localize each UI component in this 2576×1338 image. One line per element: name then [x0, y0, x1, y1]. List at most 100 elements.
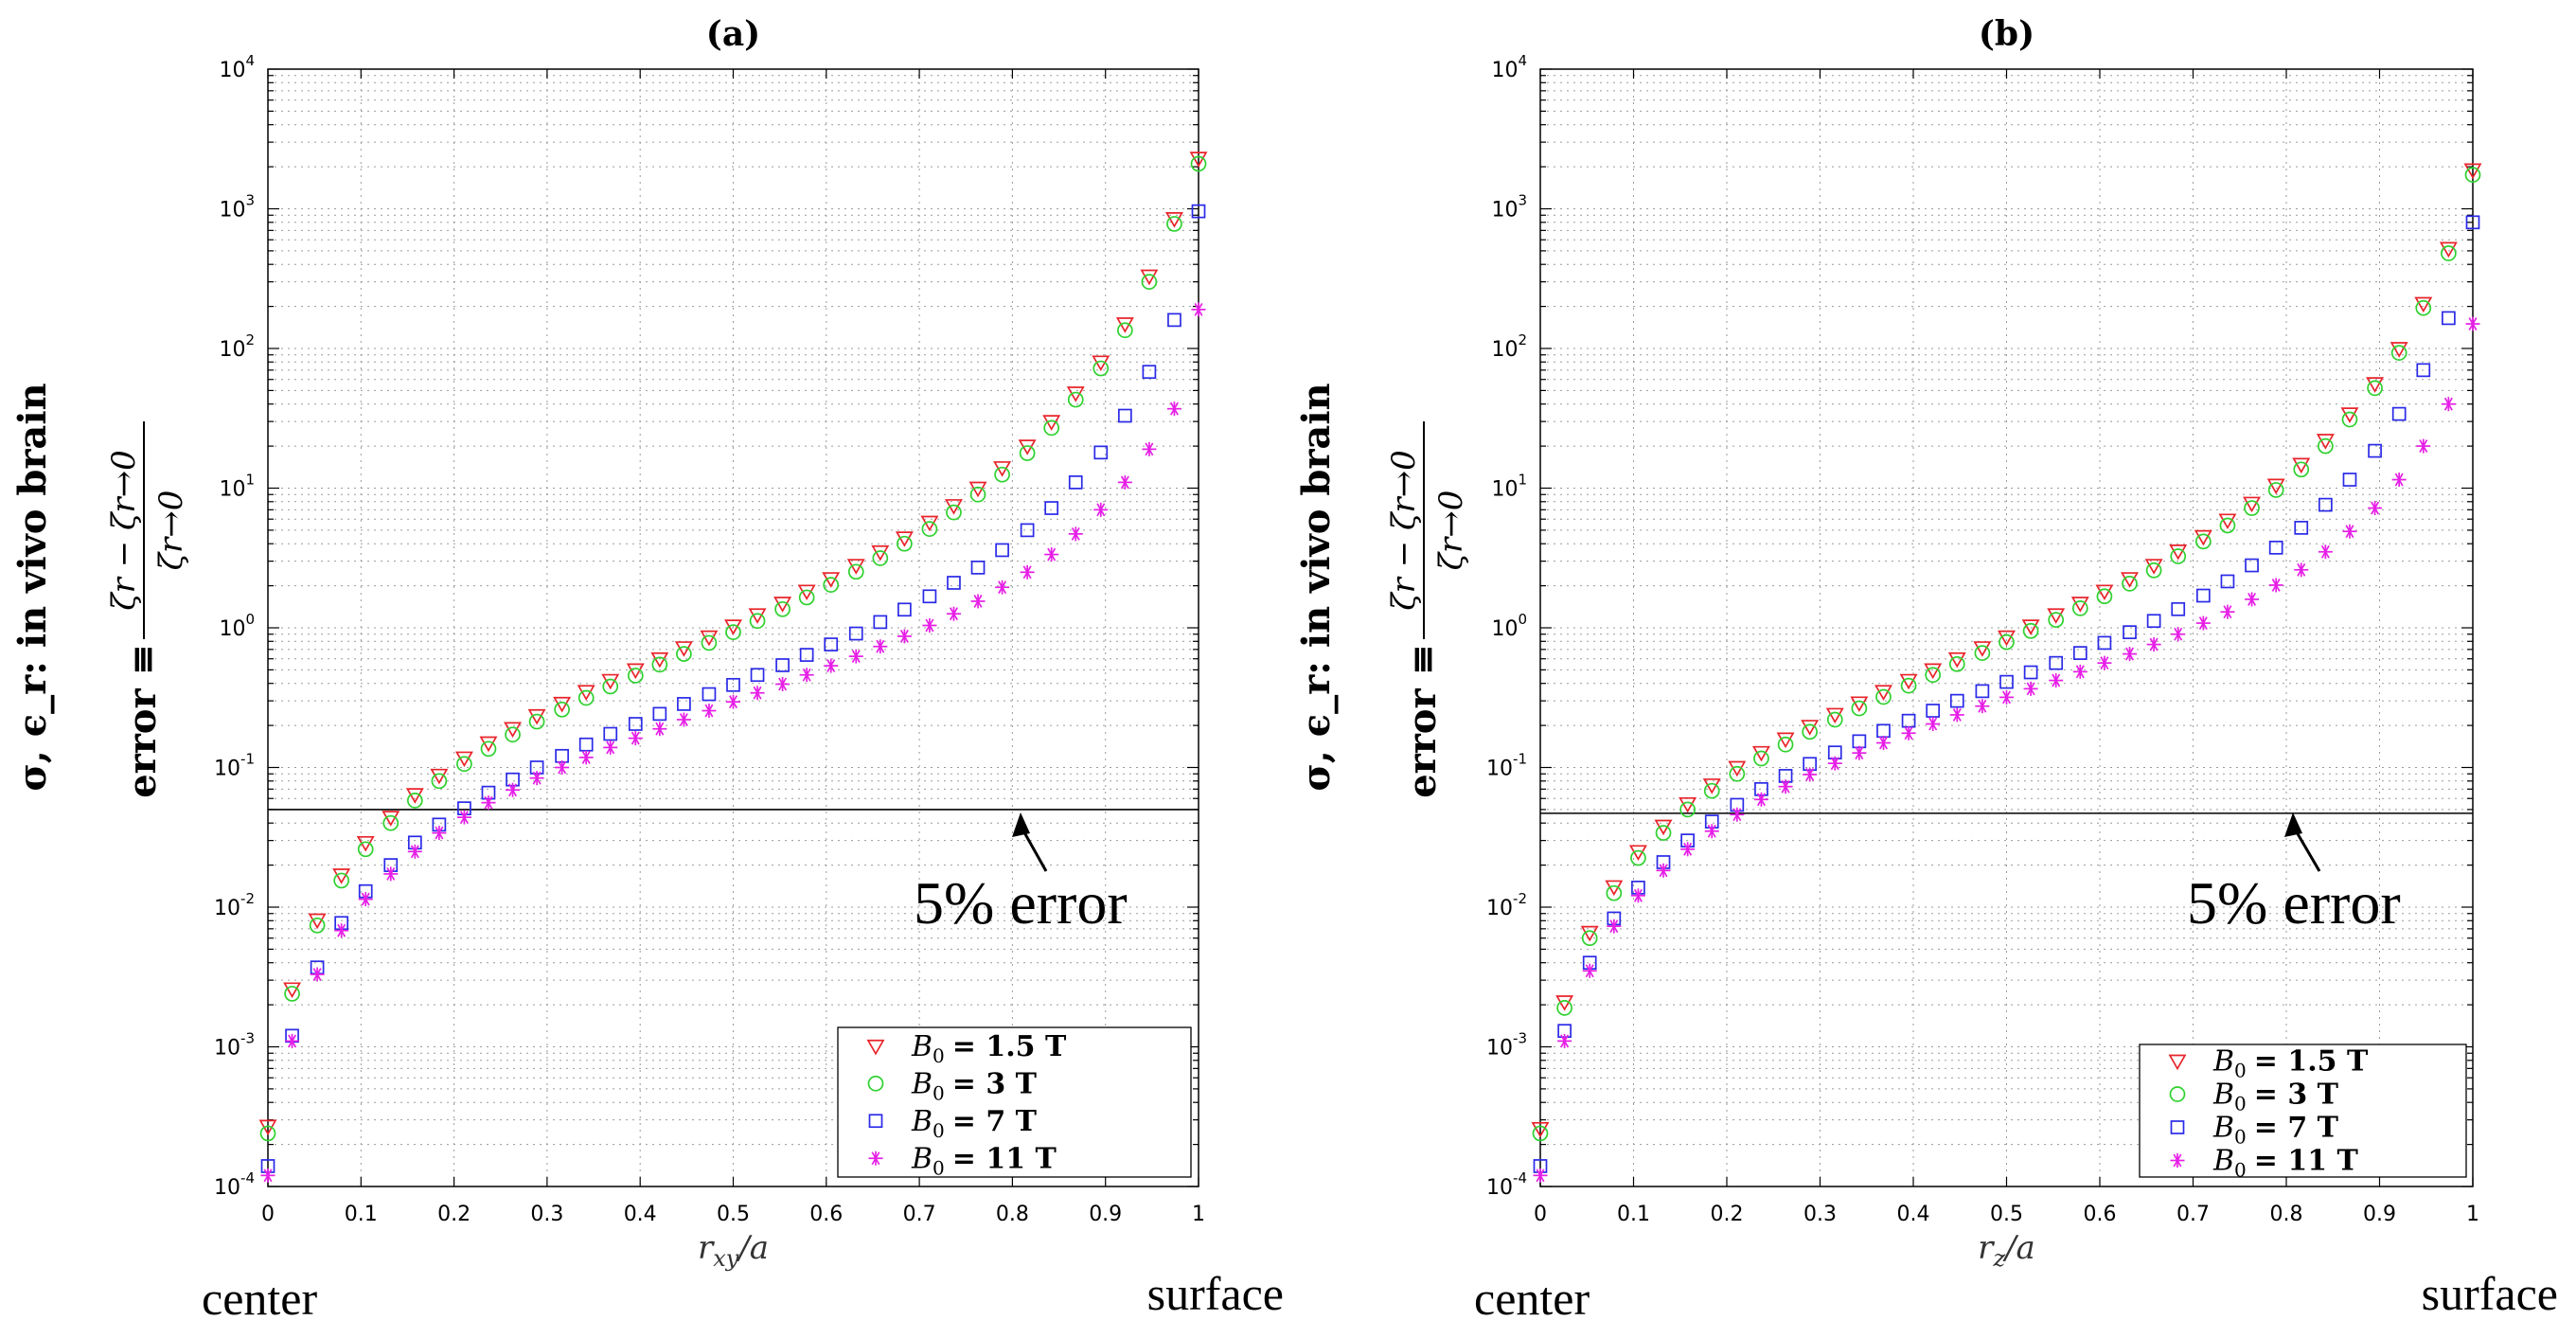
- data-point-circle: [357, 841, 374, 858]
- data-point-circle: [749, 613, 766, 630]
- data-point-triangle-down: [430, 768, 449, 785]
- legend-value: = 11 T: [2254, 1145, 2359, 1178]
- data-point-asterisk: [285, 1033, 300, 1048]
- x-tick-label: 0.3: [1803, 1203, 1837, 1226]
- data-point-square: [2146, 614, 2161, 629]
- data-point-square: [1949, 693, 1964, 708]
- y-tick-base: 10: [1491, 617, 1518, 641]
- data-point-circle: [2244, 500, 2260, 516]
- x-tick-label: 0.2: [437, 1203, 471, 1226]
- data-point-circle: [2048, 612, 2065, 628]
- data-point-triangle-down: [527, 708, 546, 725]
- y-tick-base: 10: [1491, 478, 1518, 502]
- data-point-circle: [1190, 155, 1207, 172]
- data-point-triangle-down: [1998, 630, 2016, 647]
- data-point-asterisk: [1630, 888, 1645, 903]
- data-point-square: [775, 658, 790, 672]
- data-point-asterisk: [383, 866, 399, 882]
- data-point-circle: [2071, 600, 2088, 616]
- legend-var: B: [2212, 1079, 2234, 1112]
- data-point-circle: [725, 624, 741, 640]
- x-tick-label: 0.8: [2270, 1203, 2303, 1226]
- data-point-asterisk: [1607, 919, 1622, 934]
- x-label-var: r: [698, 1229, 715, 1267]
- data-point-circle: [2145, 562, 2162, 579]
- data-point-asterisk: [750, 686, 765, 701]
- x-tick-label: 0.8: [996, 1203, 1029, 1226]
- y-tick-label: 100: [1491, 611, 1527, 641]
- y-tick-label: 103: [1491, 192, 1527, 223]
- data-point-square: [726, 677, 740, 692]
- data-point-circle: [2464, 167, 2481, 184]
- legend-marker-circle: [867, 1075, 884, 1092]
- data-point-asterisk: [2268, 578, 2283, 593]
- y-tick-exponent: 0: [245, 611, 255, 628]
- data-point-triangle-down: [1702, 778, 1721, 794]
- y-tick-base: 10: [219, 478, 245, 502]
- data-point-circle: [1753, 750, 1769, 767]
- data-point-asterisk: [334, 923, 349, 938]
- legend-entry: B0 = 11 T: [911, 1142, 1057, 1179]
- y-tick-base: 10: [1486, 758, 1513, 781]
- data-point-asterisk: [1753, 792, 1768, 807]
- data-point-square: [922, 589, 937, 604]
- data-point-asterisk: [1999, 689, 2014, 705]
- data-point-asterisk: [2097, 655, 2112, 670]
- legend-marker-square: [868, 1114, 883, 1129]
- x-tick-label: 0.1: [345, 1203, 378, 1226]
- legend-var: B: [911, 1067, 933, 1100]
- data-point-asterisk: [506, 782, 521, 797]
- legend-sub: 0: [2234, 1060, 2247, 1082]
- data-point-triangle-down: [773, 597, 792, 613]
- data-point-square: [2049, 655, 2064, 670]
- data-point-circle: [994, 466, 1010, 483]
- series-asterisk: [1533, 316, 2480, 1183]
- y-tick-exponent: -3: [240, 1030, 255, 1047]
- data-point-asterisk: [358, 892, 373, 907]
- data-point-square: [2294, 521, 2309, 535]
- x-label-var: r: [1978, 1229, 1995, 1267]
- y-label-denominator: ζr→0: [152, 491, 190, 571]
- data-point-circle: [969, 486, 986, 503]
- legend-var: B: [2212, 1045, 2234, 1079]
- reference-arrow-head: [1012, 812, 1030, 837]
- data-point-circle: [1019, 445, 1036, 461]
- data-point-circle: [823, 577, 840, 593]
- x-tick-label: 1: [2466, 1203, 2479, 1226]
- x-tick-label: 0.6: [809, 1203, 843, 1226]
- data-point-triangle-down: [1973, 641, 1992, 657]
- legend-box: [837, 1026, 1192, 1178]
- data-point-asterisk: [432, 826, 447, 841]
- y-tick-base: 10: [214, 1037, 240, 1061]
- reference-arrow-head: [2284, 812, 2302, 837]
- y-tick-exponent: -4: [240, 1169, 255, 1186]
- data-point-triangle-down: [2194, 529, 2212, 546]
- x-label-sub: xy: [713, 1245, 739, 1272]
- y-tick-exponent: 4: [245, 52, 255, 69]
- legend-value: = 3 T: [2254, 1079, 2339, 1112]
- y-tick-exponent: -1: [240, 751, 255, 768]
- data-point-asterisk: [1533, 1168, 1548, 1183]
- y-axis-label-error: error ≡ ζr − ζr→0 ζr→0: [105, 421, 190, 798]
- y-tick-exponent: 1: [245, 472, 255, 489]
- x-tick-label: 0.3: [530, 1203, 563, 1226]
- y-tick-label: 101: [1491, 472, 1527, 502]
- y-tick-base: 10: [1491, 199, 1518, 223]
- data-point-circle: [921, 521, 938, 537]
- data-point-asterisk: [2441, 397, 2456, 412]
- data-point-circle: [1875, 688, 1892, 705]
- data-point-asterisk: [702, 704, 717, 719]
- data-point-asterisk: [310, 967, 325, 982]
- x-tick-label: 0: [1534, 1203, 1547, 1226]
- legend-marker-triangle-down: [2168, 1054, 2187, 1071]
- data-point-circle: [2415, 299, 2432, 316]
- data-point-square: [1926, 704, 1941, 718]
- data-point-square: [1093, 445, 1109, 460]
- data-point-square: [1044, 501, 1059, 515]
- y-tick-label: 104: [1491, 52, 1527, 82]
- data-point-square: [2023, 665, 2038, 680]
- legend-value: = 7 T: [952, 1105, 1038, 1138]
- data-point-circle: [528, 713, 545, 730]
- y-tick-base: 10: [1491, 59, 1518, 82]
